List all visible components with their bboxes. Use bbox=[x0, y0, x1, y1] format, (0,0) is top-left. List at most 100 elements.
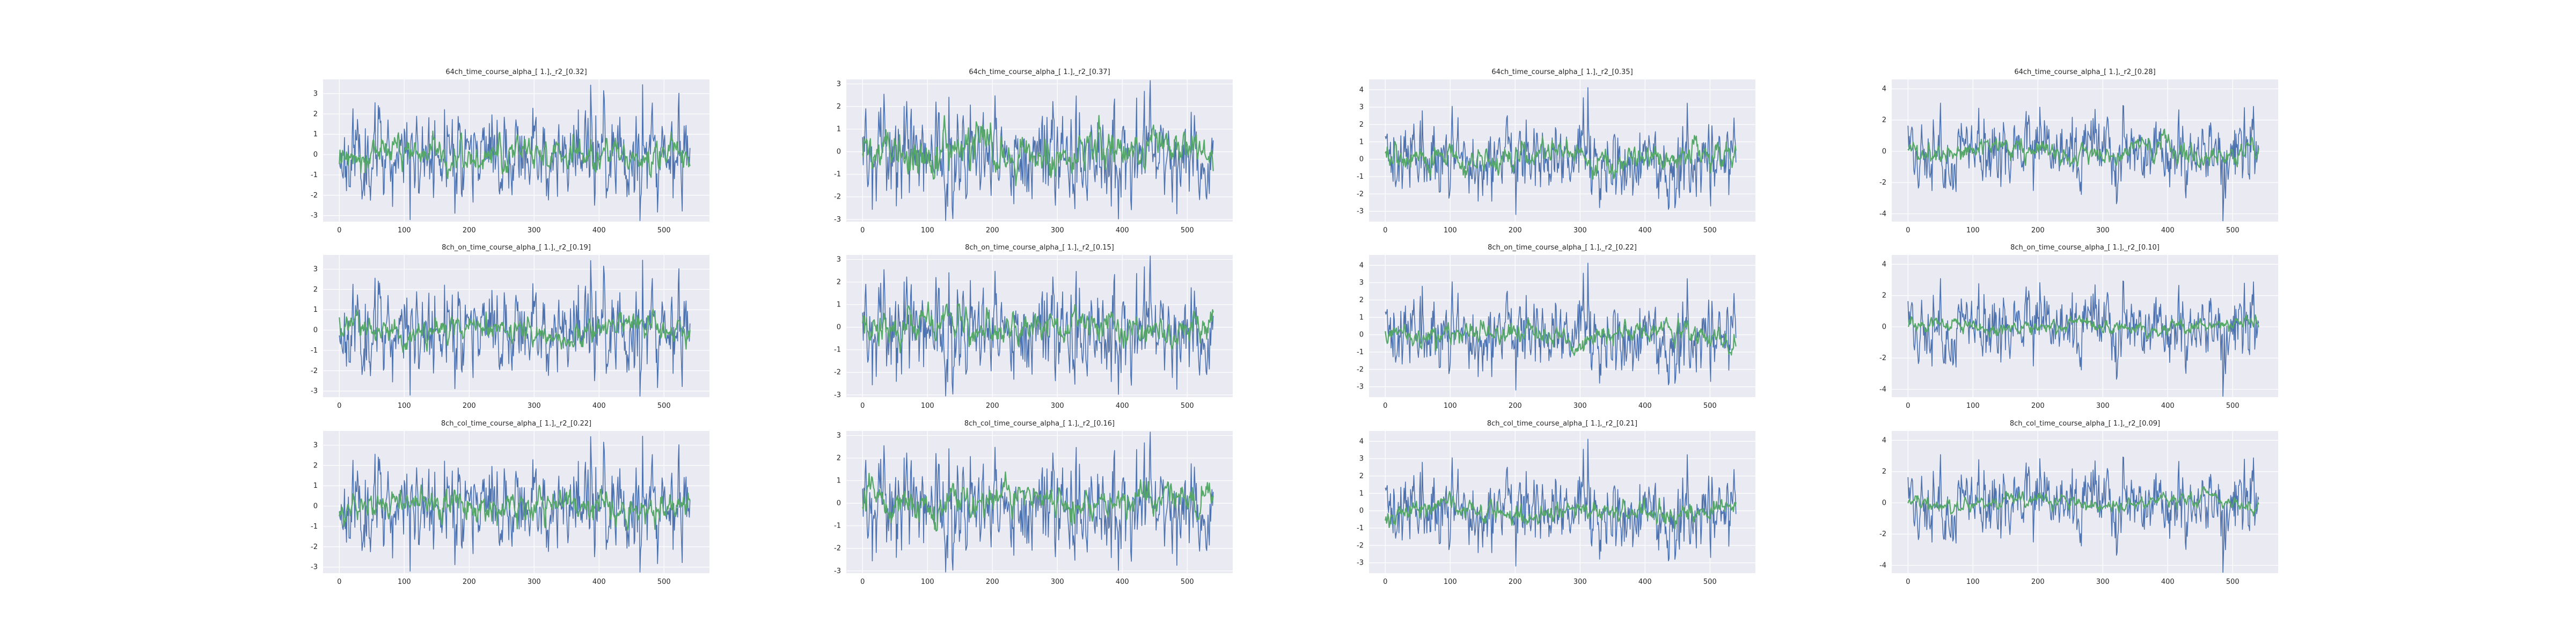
x-tick-label: 300 bbox=[1574, 402, 1587, 410]
y-tick-label: -1 bbox=[311, 171, 318, 179]
x-tick-label: 100 bbox=[1966, 402, 1980, 410]
y-tick-label: -3 bbox=[311, 564, 318, 572]
x-tick-label: 100 bbox=[921, 578, 934, 586]
y-tick-label: 1 bbox=[313, 130, 318, 138]
x-tick-label: 400 bbox=[2161, 226, 2175, 235]
x-tick-label: 100 bbox=[398, 226, 411, 235]
y-tick-label: 1 bbox=[1359, 489, 1364, 497]
series-line-green bbox=[1908, 314, 2259, 340]
series-line-blue bbox=[1385, 87, 1737, 215]
y-tick-label: -1 bbox=[1357, 348, 1364, 356]
subplot-12: 0 100 200 300 400 500 -4 -2 0 2 4 8ch_col_time_cour… bbox=[1879, 420, 2278, 586]
x-tick-label: 500 bbox=[1703, 226, 1717, 235]
series-line-blue bbox=[339, 84, 691, 221]
y-tick-label: 2 bbox=[1882, 116, 1886, 125]
y-tick-label: -2 bbox=[1357, 190, 1364, 198]
y-tick-label: -1 bbox=[311, 347, 318, 355]
x-tick-label: 500 bbox=[1181, 402, 1194, 410]
series-line-green bbox=[1385, 135, 1737, 180]
x-tick-label: 0 bbox=[1906, 402, 1910, 410]
y-tick-label: -2 bbox=[311, 543, 318, 551]
y-tick-label: 3 bbox=[1359, 455, 1364, 463]
x-tick-label: 400 bbox=[1638, 578, 1652, 586]
y-tick-label: 1 bbox=[837, 477, 841, 485]
x-tick-label: 500 bbox=[657, 578, 671, 586]
y-tick-label: -4 bbox=[1879, 385, 1886, 393]
y-tick-label: -2 bbox=[834, 369, 841, 377]
x-tick-label: 400 bbox=[1638, 402, 1652, 410]
y-tick-label: 1 bbox=[1359, 313, 1364, 321]
x-tick-label: 400 bbox=[592, 402, 606, 410]
subplot-5: 0 100 200 300 400 500 -3 -2 -1 0 1 2 3 8ch_on_time_co… bbox=[311, 244, 709, 410]
x-tick-label: 100 bbox=[1444, 402, 1457, 410]
x-tick-label: 100 bbox=[1444, 578, 1457, 586]
series-line-green bbox=[339, 484, 691, 531]
x-tick-label: 0 bbox=[1383, 226, 1387, 235]
subplot-title: 64ch_time_course_alpha_[ 1.],_r2_[0.32] bbox=[445, 68, 587, 76]
y-tick-label: 0 bbox=[837, 324, 841, 332]
y-tick-label: -3 bbox=[1357, 559, 1364, 567]
x-tick-label: 300 bbox=[1051, 226, 1064, 235]
x-tick-label: 200 bbox=[463, 578, 476, 586]
series-line-green bbox=[1907, 128, 2259, 169]
series-line-blue bbox=[862, 255, 1214, 397]
y-tick-label: 1 bbox=[313, 306, 318, 314]
x-tick-label: 400 bbox=[1638, 226, 1652, 235]
series-line-green bbox=[862, 115, 1214, 186]
x-tick-label: 0 bbox=[1383, 402, 1387, 410]
x-tick-label: 200 bbox=[986, 578, 999, 586]
series-line-green bbox=[339, 308, 691, 353]
y-tick-label: 3 bbox=[837, 431, 841, 440]
y-tick-label: -2 bbox=[311, 192, 318, 200]
y-tick-label: -3 bbox=[1357, 383, 1364, 391]
subplot-title: 8ch_on_time_course_alpha_[ 1.],_r2_[0.10… bbox=[2010, 244, 2160, 252]
y-tick-label: 4 bbox=[1359, 261, 1364, 269]
x-tick-label: 300 bbox=[2096, 226, 2110, 235]
y-tick-label: 3 bbox=[1359, 279, 1364, 287]
x-tick-label: 300 bbox=[528, 402, 541, 410]
subplot-10: 0 100 200 300 400 500 -3 -2 -1 0 1 2 3 8ch_col_time_c… bbox=[834, 420, 1233, 586]
y-tick-label: 3 bbox=[313, 90, 318, 98]
x-tick-label: 100 bbox=[1966, 578, 1980, 586]
subplot-9: 0 100 200 300 400 500 -3 -2 -1 0 1 2 3 8ch_col_time_c… bbox=[311, 420, 709, 586]
x-tick-label: 300 bbox=[1051, 402, 1064, 410]
x-tick-label: 200 bbox=[986, 226, 999, 235]
y-tick-label: 0 bbox=[1359, 156, 1364, 164]
y-tick-label: 3 bbox=[313, 442, 318, 450]
y-tick-label: -2 bbox=[311, 367, 318, 375]
x-tick-label: 200 bbox=[986, 402, 999, 410]
series-line-blue bbox=[339, 436, 691, 573]
x-tick-label: 300 bbox=[2096, 402, 2110, 410]
y-tick-label: 3 bbox=[313, 266, 318, 274]
subplot-8: 0 100 200 300 400 500 -4 -2 0 2 4 8ch_on_time_cours… bbox=[1879, 244, 2278, 410]
series-line-green bbox=[862, 471, 1214, 532]
y-tick-label: 0 bbox=[837, 148, 841, 156]
x-tick-label: 100 bbox=[398, 578, 411, 586]
series-line-green bbox=[862, 301, 1214, 354]
y-tick-label: -2 bbox=[1879, 179, 1886, 187]
y-tick-label: 1 bbox=[837, 301, 841, 309]
x-tick-label: 100 bbox=[921, 402, 934, 410]
y-tick-label: 0 bbox=[1882, 323, 1886, 331]
x-tick-label: 0 bbox=[1906, 226, 1910, 235]
x-tick-label: 500 bbox=[2226, 402, 2240, 410]
y-tick-label: -2 bbox=[1357, 541, 1364, 550]
x-tick-label: 300 bbox=[1574, 226, 1587, 235]
y-tick-label: 4 bbox=[1359, 86, 1364, 94]
x-tick-label: 400 bbox=[592, 578, 606, 586]
x-tick-label: 300 bbox=[1051, 578, 1064, 586]
y-tick-label: 0 bbox=[313, 151, 318, 159]
series-line-blue bbox=[1385, 438, 1737, 567]
subplot-3: 0 100 200 300 400 500 -3 -2 -1 0 1 2 3 4 64ch_time_cou… bbox=[1357, 68, 1755, 235]
x-tick-label: 400 bbox=[2161, 578, 2175, 586]
x-tick-label: 500 bbox=[1181, 578, 1194, 586]
y-tick-label: -2 bbox=[834, 545, 841, 553]
x-tick-label: 400 bbox=[1116, 402, 1129, 410]
plot-area bbox=[1369, 431, 1755, 573]
y-tick-label: -1 bbox=[834, 346, 841, 354]
subplot-title: 8ch_col_time_course_alpha_[ 1.],_r2_[0.2… bbox=[1487, 420, 1637, 428]
x-tick-label: 0 bbox=[860, 402, 865, 410]
x-tick-label: 500 bbox=[657, 402, 671, 410]
x-tick-label: 0 bbox=[337, 578, 341, 586]
